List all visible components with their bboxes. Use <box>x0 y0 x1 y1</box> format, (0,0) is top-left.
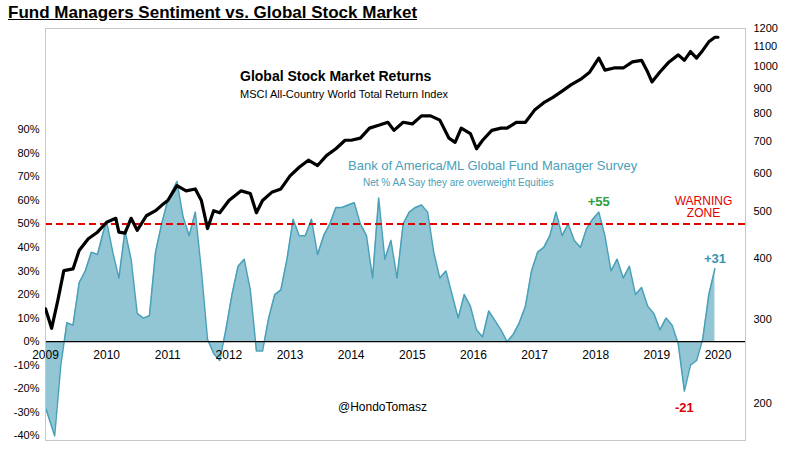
svg-text:200: 200 <box>754 397 772 409</box>
svg-text:2020: 2020 <box>705 348 732 362</box>
svg-text:2011: 2011 <box>155 348 181 362</box>
svg-text:2012: 2012 <box>216 348 243 362</box>
svg-text:-40%: -40% <box>14 429 40 441</box>
svg-text:2014: 2014 <box>338 348 365 362</box>
svg-text:300: 300 <box>754 313 772 325</box>
svg-text:WARNINGZONE: WARNINGZONE <box>675 194 733 220</box>
svg-text:70%: 70% <box>17 170 39 182</box>
html-text:Net % AA Say they are overweig: Net % AA Say they are overweight Equitie… <box>363 177 554 188</box>
html-text:@HondoTomasz: @HondoTomasz <box>338 400 427 414</box>
svg-text:+31: +31 <box>704 251 726 266</box>
svg-text:30%: 30% <box>17 265 39 277</box>
svg-text:60%: 60% <box>17 194 39 206</box>
svg-text:500: 500 <box>754 205 772 217</box>
svg-text:10%: 10% <box>17 312 39 324</box>
svg-text:20%: 20% <box>17 288 39 300</box>
svg-text:-30%: -30% <box>14 406 40 418</box>
svg-text:2015: 2015 <box>399 348 426 362</box>
svg-text:600: 600 <box>754 167 772 179</box>
svg-text:2013: 2013 <box>277 348 304 362</box>
svg-text:90%: 90% <box>17 123 39 135</box>
svg-text:400: 400 <box>754 252 772 264</box>
svg-text:50%: 50% <box>17 217 39 229</box>
svg-text:1100: 1100 <box>754 40 778 52</box>
svg-text:+55: +55 <box>588 194 610 209</box>
svg-text:700: 700 <box>754 135 772 147</box>
svg-text:2017: 2017 <box>521 348 548 362</box>
svg-text:0%: 0% <box>24 335 40 347</box>
html-text:Bank of America/ML Global Fund: Bank of America/ML Global Fund Manager S… <box>348 158 638 173</box>
svg-text:-10%: -10% <box>13 358 40 371</box>
svg-text:40%: 40% <box>17 241 39 253</box>
svg-text:2010: 2010 <box>93 348 120 362</box>
svg-text:900: 900 <box>754 82 772 94</box>
svg-text:800: 800 <box>754 107 772 119</box>
html-text:MSCI All-Country World Total R: MSCI All-Country World Total Return Inde… <box>240 88 449 100</box>
svg-text:2018: 2018 <box>582 348 609 362</box>
svg-text:2009: 2009 <box>32 348 59 363</box>
svg-text:-20%: -20% <box>14 382 40 394</box>
svg-text:1200: 1200 <box>754 22 778 34</box>
html-text:Fund Managers Sentiment vs. Gl: Fund Managers Sentiment vs. Global Stock… <box>8 3 417 22</box>
svg-text:80%: 80% <box>17 147 39 159</box>
svg-text:2019: 2019 <box>644 348 671 362</box>
svg-text:-21: -21 <box>675 400 694 415</box>
svg-text:1000: 1000 <box>754 60 778 72</box>
html-text:Global Stock Market Returns: Global Stock Market Returns <box>240 68 432 84</box>
svg-text:2016: 2016 <box>460 348 487 362</box>
